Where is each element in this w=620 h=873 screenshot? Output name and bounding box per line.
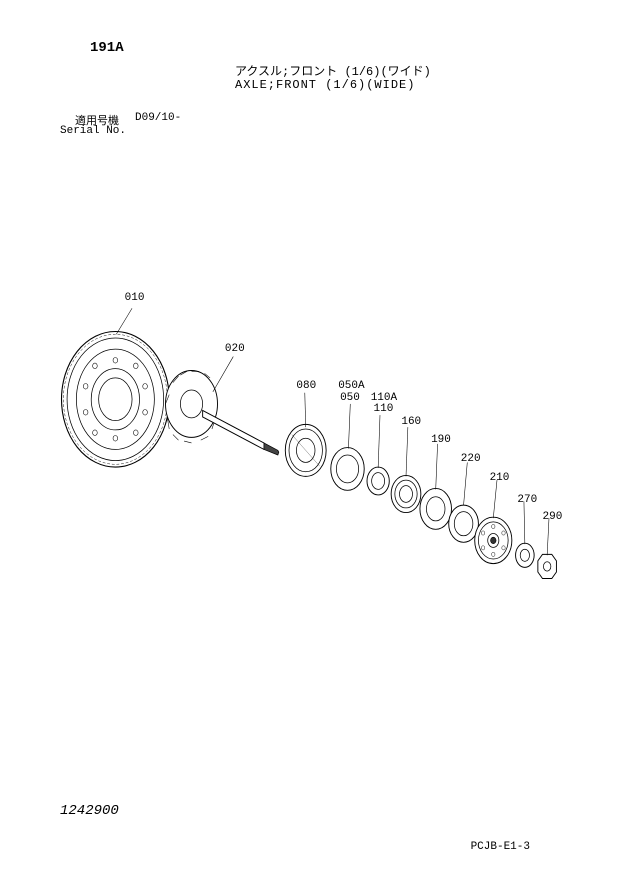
drawing-number: 1242900 — [60, 803, 119, 819]
callout-050A: 050A — [338, 380, 364, 392]
callout-270: 270 — [517, 494, 537, 506]
title-japanese: アクスル;フロント (1/6)(ワイド) — [235, 62, 431, 79]
callout-010: 010 — [125, 292, 145, 304]
callout-160: 160 — [401, 416, 421, 428]
callout-110: 110 — [374, 403, 394, 415]
callout-210: 210 — [490, 472, 510, 484]
callout-050: 050 — [340, 392, 360, 404]
title-english: AXLE;FRONT (1/6)(WIDE) — [235, 78, 415, 92]
page-number: 191A — [90, 40, 124, 56]
exploded-diagram — [55, 280, 575, 630]
footer-code: PCJB-E1-3 — [471, 841, 530, 853]
callout-020: 020 — [225, 343, 245, 355]
callout-220: 220 — [461, 453, 481, 465]
serial-value: D09/10- — [135, 112, 181, 124]
callout-080: 080 — [296, 380, 316, 392]
serial-label-english: Serial No. — [60, 125, 126, 137]
callout-110A: 110A — [371, 392, 397, 404]
callout-190: 190 — [431, 434, 451, 446]
callout-290: 290 — [543, 511, 563, 523]
